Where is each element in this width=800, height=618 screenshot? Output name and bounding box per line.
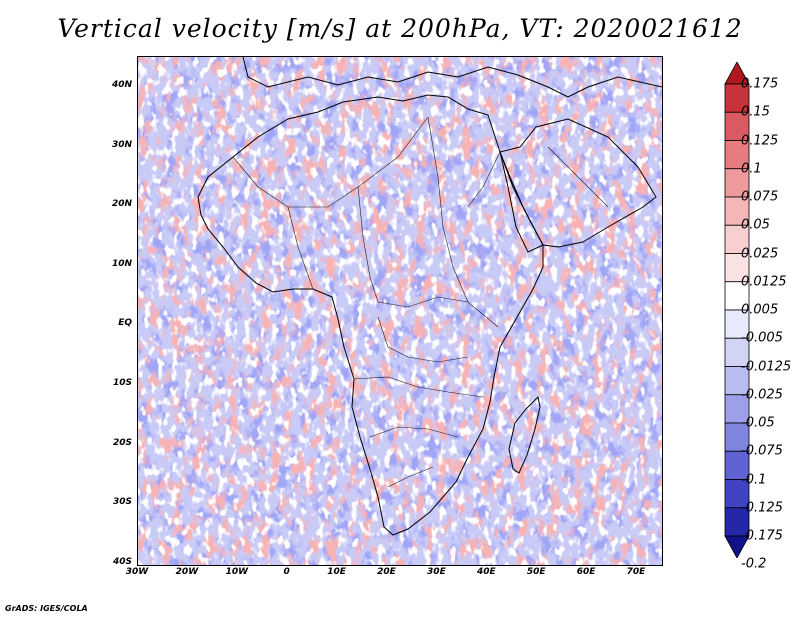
colorbar-segment xyxy=(724,196,750,226)
colorbar-segment xyxy=(724,309,750,339)
colorbar-label: 0.1 xyxy=(741,161,762,177)
lat-label: 20N xyxy=(111,199,132,210)
lat-label: EQ xyxy=(118,318,132,329)
colorbar-segment xyxy=(724,253,750,283)
colorbar-segment xyxy=(724,83,750,113)
madagascar-coastline xyxy=(508,395,541,474)
colorbar-label: -0.025 xyxy=(741,387,783,403)
lon-label: 10W xyxy=(225,567,249,577)
colorbar-segment xyxy=(724,366,750,396)
colorbar-segment xyxy=(724,394,750,424)
colorbar-segment xyxy=(724,479,750,509)
colorbar-label: -0.0125 xyxy=(741,359,792,374)
colorbar-label: -0.005 xyxy=(741,330,783,346)
colorbar-segment xyxy=(724,337,750,367)
lat-label: 40N xyxy=(111,80,132,90)
colorbar-label: 0.15 xyxy=(741,104,770,120)
colorbar-label: 0.175 xyxy=(741,76,779,92)
lon-label: 0 xyxy=(283,567,290,577)
colorbar-segment xyxy=(724,450,750,480)
lon-label: 30E xyxy=(427,567,446,577)
colorbar-label: 0.025 xyxy=(741,246,779,261)
colorbar-label: -0.1 xyxy=(741,472,767,487)
lat-label: 10N xyxy=(111,258,132,269)
lat-label: 30S xyxy=(112,497,132,508)
colorbar-label: -0.075 xyxy=(741,443,783,459)
colorbar-label: -0.175 xyxy=(741,528,783,544)
lon-label: 10E xyxy=(327,567,346,577)
chart-title: Vertical velocity [m/s] at 200hPa, VT: 2… xyxy=(57,14,743,43)
colorbar-segment xyxy=(724,168,750,198)
colorbar-label: 0.005 xyxy=(741,302,779,318)
colorbar-segment xyxy=(724,422,750,452)
map-plot-area xyxy=(137,56,663,566)
lon-label: 40E xyxy=(476,567,496,577)
colorbar-segment xyxy=(724,507,750,537)
europe-coastline xyxy=(242,57,662,98)
map-canvas xyxy=(138,57,662,565)
colorbar-label: -0.2 xyxy=(741,556,767,572)
colorbar-label: -0.05 xyxy=(741,415,775,431)
lat-label: 10S xyxy=(112,378,132,388)
country-borders xyxy=(232,116,609,488)
colorbar xyxy=(724,62,750,558)
colorbar-label: -0.125 xyxy=(741,500,783,516)
lon-label: 70E xyxy=(626,567,646,577)
lon-label: 30W xyxy=(125,567,149,577)
lon-label: 50E xyxy=(526,567,546,577)
colorbar-bottom-arrow xyxy=(724,535,750,558)
lon-label: 60E xyxy=(576,567,596,577)
colorbar-label: 0.0125 xyxy=(741,274,787,290)
colorbar-segment xyxy=(724,140,750,170)
lon-label: 20W xyxy=(175,567,199,577)
colorbar-label: 0.05 xyxy=(741,217,770,233)
colorbar-segment xyxy=(724,281,750,311)
footer-credit: GrADS: IGES/COLA xyxy=(5,604,88,613)
colorbar-segment xyxy=(724,111,750,141)
colorbar-segment xyxy=(724,224,750,254)
lat-label: 20S xyxy=(112,437,132,448)
colorbar-label: 0.125 xyxy=(741,133,779,148)
lat-label: 30N xyxy=(111,139,132,150)
lat-label: 40S xyxy=(112,556,132,567)
red-sea xyxy=(499,151,544,246)
lon-label: 20E xyxy=(377,567,396,577)
velocity-field xyxy=(138,57,662,565)
colorbar-label: 0.075 xyxy=(741,189,779,205)
